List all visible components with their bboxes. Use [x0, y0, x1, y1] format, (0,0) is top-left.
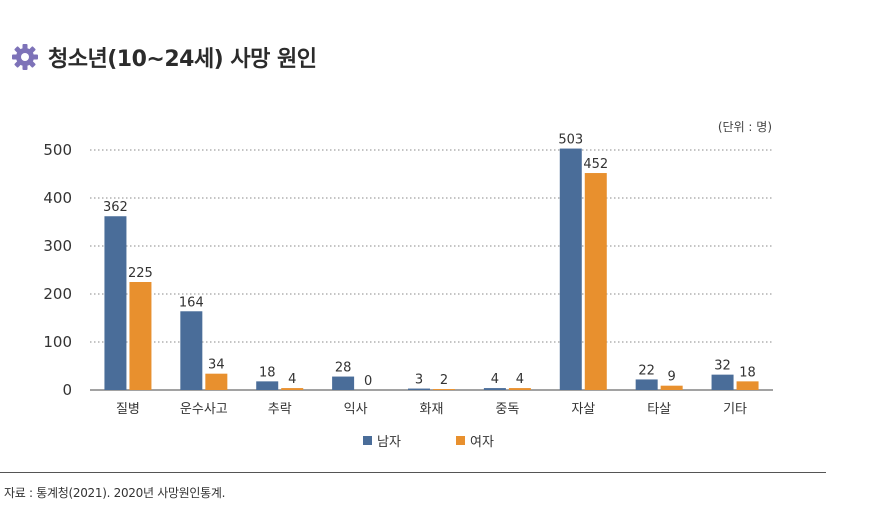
legend-label: 여자 — [470, 435, 494, 450]
source-note: 자료 : 통계청(2021). 2020년 사망원인통계. — [4, 486, 226, 500]
title-row: 청소년(10~24세) 사망 원인 — [10, 40, 317, 74]
unit-label: (단위 : 명) — [718, 120, 772, 134]
data-label: 362 — [103, 200, 128, 215]
gear-icon — [12, 44, 38, 70]
y-tick-label: 100 — [43, 333, 72, 351]
page-title: 청소년(10~24세) 사망 원인 — [48, 47, 317, 72]
bar — [508, 388, 531, 390]
x-tick-label: 운수사고 — [180, 402, 228, 417]
bar — [635, 379, 658, 390]
bar — [408, 388, 430, 390]
x-tick-label: 자살 — [571, 402, 595, 417]
x-tick-label: 기타 — [723, 402, 747, 417]
legend-swatch — [363, 436, 372, 445]
data-label: 4 — [516, 372, 524, 387]
data-label: 9 — [668, 370, 676, 385]
x-tick-label: 타살 — [647, 402, 671, 417]
x-tick-label: 중독 — [495, 402, 519, 417]
data-label: 225 — [128, 266, 153, 281]
data-label: 503 — [558, 133, 583, 148]
data-label: 28 — [335, 361, 352, 376]
data-label: 22 — [638, 363, 655, 378]
bar — [559, 148, 582, 390]
data-label: 4 — [288, 372, 296, 387]
bar — [584, 173, 607, 390]
x-tick-label: 화재 — [420, 402, 444, 417]
divider — [0, 472, 826, 473]
y-tick-label: 300 — [43, 237, 72, 255]
data-label: 18 — [259, 365, 276, 380]
bar — [205, 373, 228, 390]
y-tick-label: 400 — [43, 189, 72, 207]
data-label: 2 — [440, 373, 448, 388]
bar — [180, 311, 203, 390]
x-tick-label: 익사 — [344, 402, 368, 417]
legend-label: 남자 — [377, 435, 401, 450]
legend-swatch — [456, 436, 465, 445]
data-label: 32 — [714, 359, 731, 374]
y-tick-label: 200 — [43, 285, 72, 303]
data-label: 452 — [583, 157, 608, 172]
bar — [483, 388, 506, 390]
data-label: 18 — [739, 365, 756, 380]
data-label: 4 — [491, 372, 499, 387]
bar — [332, 376, 355, 390]
bar — [660, 385, 683, 390]
data-label: 164 — [179, 295, 204, 310]
bar — [256, 381, 279, 390]
data-label: 0 — [364, 374, 372, 389]
x-tick-label: 추락 — [268, 402, 292, 417]
bar — [281, 388, 304, 390]
y-tick-label: 500 — [43, 141, 72, 159]
x-tick-label: 질병 — [116, 402, 140, 417]
bar — [711, 374, 734, 390]
bar — [736, 381, 759, 390]
bar — [129, 282, 152, 390]
bar — [104, 216, 127, 390]
data-label: 34 — [208, 358, 225, 373]
bar — [433, 389, 455, 390]
data-label: 3 — [415, 373, 423, 388]
y-tick-label: 0 — [62, 381, 72, 399]
